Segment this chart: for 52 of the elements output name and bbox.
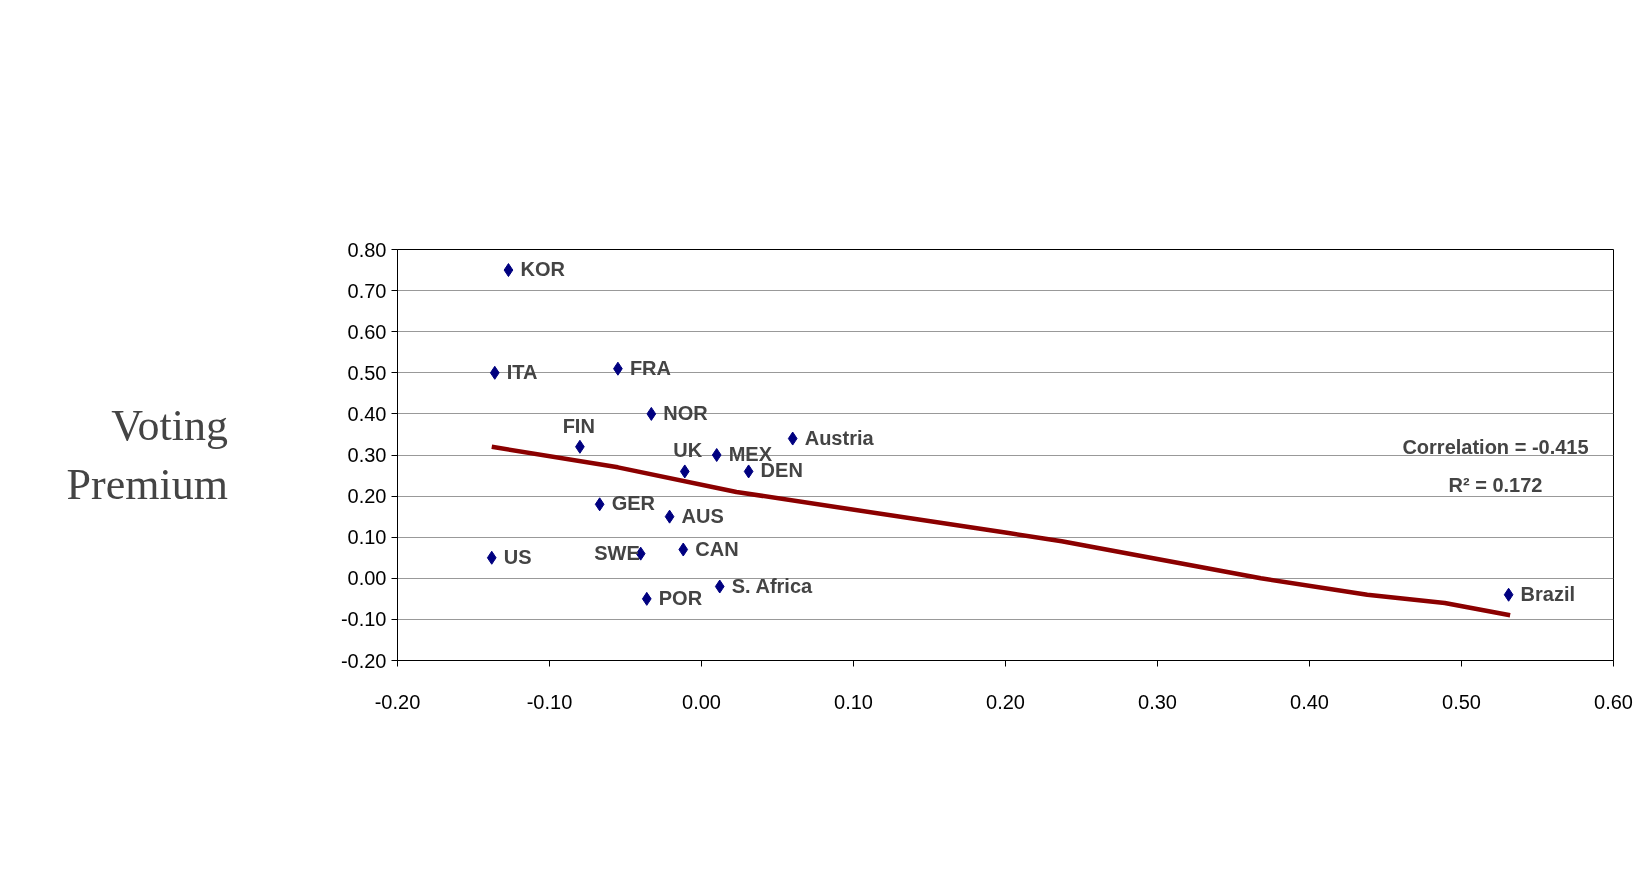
annotation: UK [673,439,703,462]
x-tick-label: -0.10 [526,690,573,713]
annotation: CAN [695,537,739,560]
x-tick-label: 0.20 [986,690,1025,713]
annotation: FIN [562,414,595,437]
point [594,497,605,512]
y-tick-label: 0.50 [347,361,387,384]
y-tick-label: 0.60 [347,320,387,343]
point [646,406,657,421]
annotation: NOR [663,401,709,424]
point [1503,587,1514,602]
annotation: US [503,545,532,568]
annotation: KOR [520,258,566,281]
point [743,464,754,479]
y-tick-label: 0.30 [347,444,387,466]
point [711,448,722,462]
point [664,509,675,524]
annotation: Correlation = -0.415 [1402,435,1589,458]
x-tick-label: 0.00 [682,690,721,713]
annotation: POR [658,586,703,609]
point [641,591,652,606]
y-tick-label: 0.70 [347,279,387,302]
x-tick-label: 0.50 [1442,690,1481,713]
y-tick-label: 0.10 [347,526,387,549]
x-tick-label: 0.10 [834,690,873,713]
point [679,464,690,479]
y-tick-label: 0.80 [347,238,387,261]
annotation: SWE [594,541,640,564]
y-tick-label: 0.00 [347,567,387,590]
annotation: R² = 0.172 [1448,473,1543,496]
annotation: ITA [506,360,538,383]
y-axis-title: Voting Premium [66,401,228,509]
point [503,263,514,278]
annotation: Austria [804,426,875,449]
point [714,579,725,594]
annotation: Brazil [1520,582,1576,605]
x-tick-label: 0.30 [1138,690,1177,713]
y-tick-label: 0.40 [347,402,387,425]
annotation: S. Africa [731,574,814,597]
point [678,542,689,557]
annotation: FRA [629,356,672,379]
x-tick-label: 0.60 [1594,690,1633,713]
y-tick-label: -0.20 [340,649,387,672]
point [489,365,500,380]
y-tick-label: -0.10 [340,608,387,631]
y-tick-label: 0.20 [347,485,387,508]
x-tick-label: 0.40 [1290,690,1329,713]
x-tick-label: -0.20 [374,690,421,713]
annotation: AUS [681,504,724,527]
point [787,431,798,446]
point [486,550,497,565]
annotation: GER [611,492,656,515]
